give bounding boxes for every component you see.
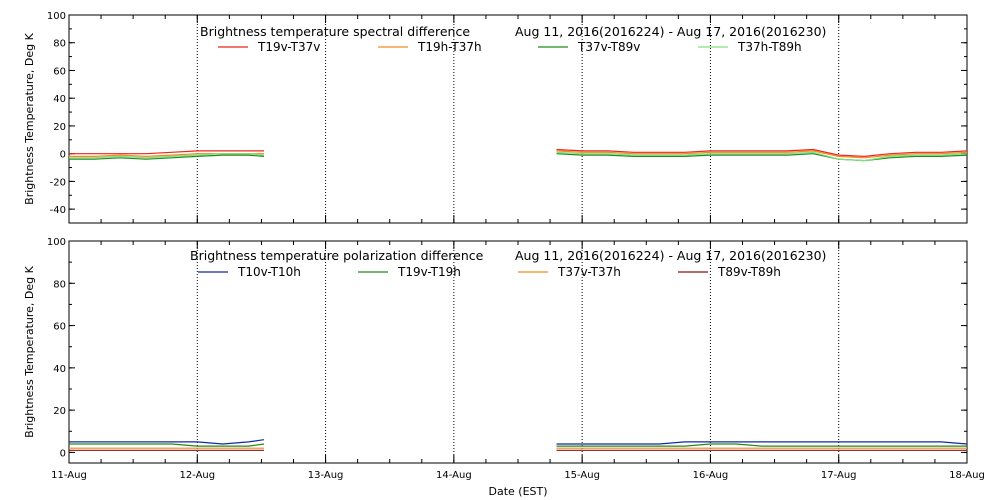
- x-tick-label: 13-Aug: [308, 470, 344, 481]
- y-tick-label: 40: [53, 94, 66, 105]
- y-tick-label: 60: [53, 66, 66, 77]
- x-axis-ticks: 11-Aug 12-Aug 13-Aug 14-Aug 15-Aug 16-Aug 17-A…: [51, 241, 985, 481]
- series-line: [69, 443, 265, 447]
- polarization-difference-panel: 0 20 40 60 80 100 11-Aug 12-Aug 13-Aug 14-Aug 15-…: [23, 237, 985, 498]
- series-line: [556, 153, 968, 162]
- series-line: [556, 441, 968, 445]
- legend-label: T19h-T37h: [417, 40, 482, 54]
- series-group: [69, 148, 968, 162]
- x-tick-label: 18-Aug: [949, 470, 985, 481]
- chart-date-range: Aug 11, 2016(2016224) - Aug 17, 2016(201…: [515, 248, 826, 263]
- x-axis-ticks: [68, 15, 968, 223]
- legend-label: T19v-T19h: [397, 265, 461, 279]
- x-tick-label: 17-Aug: [821, 470, 857, 481]
- x-axis-label: Date (EST): [488, 485, 547, 498]
- y-tick-label: 80: [53, 39, 66, 50]
- y-tick-label: 100: [47, 11, 66, 22]
- y-tick-label: 80: [53, 279, 66, 290]
- series-line: [69, 439, 265, 445]
- chart-title: Brightness temperature polarization diff…: [190, 248, 484, 263]
- series-line: [556, 151, 968, 162]
- legend: T19v-T37v T19h-T37h T37v-T89v T37h-T89h: [218, 40, 802, 54]
- y-tick-label: 20: [53, 406, 66, 417]
- legend-label: T37h-T89h: [737, 40, 802, 54]
- y-tick-label: 20: [53, 122, 66, 133]
- y-tick-label: -20: [50, 177, 66, 188]
- spectral-difference-panel: -40 -20 0 20 40 60 80 100 Brightness temperatur…: [23, 11, 968, 224]
- series-line: [556, 443, 967, 447]
- y-tick-label: 40: [53, 364, 66, 375]
- x-tick-label: 12-Aug: [179, 470, 215, 481]
- plot-frame: [68, 14, 968, 224]
- legend-label: T37v-T37h: [557, 265, 621, 279]
- series-group: [69, 439, 968, 451]
- plot-frame: [68, 240, 968, 464]
- x-tick-label: 16-Aug: [693, 470, 729, 481]
- x-tick-label: 14-Aug: [436, 470, 472, 481]
- y-tick-label: 0: [60, 150, 66, 161]
- y-axis-ticks: 0 20 40 60 80 100: [47, 237, 967, 459]
- y-axis-ticks: -40 -20 0 20 40 60 80 100: [47, 11, 967, 224]
- legend: T10v-T10h T19v-T19h T37v-T37h T89v-T89h: [198, 265, 781, 279]
- y-tick-label: -40: [50, 205, 66, 216]
- y-axis-label: Brightness Temperature, Deg K: [23, 32, 36, 204]
- x-tick-label: 11-Aug: [51, 470, 87, 481]
- series-line: [69, 153, 265, 159]
- y-axis-label: Brightness Temperature, Deg K: [23, 265, 36, 437]
- x-tick-label: 15-Aug: [564, 470, 600, 481]
- vertical-grid: [196, 241, 840, 463]
- series-line: [69, 154, 265, 160]
- y-tick-label: 60: [53, 322, 66, 333]
- series-line: [69, 150, 264, 155]
- legend-label: T89v-T89h: [717, 265, 781, 279]
- legend-label: T19v-T37v: [257, 40, 320, 54]
- series-line: [556, 148, 968, 158]
- y-tick-label: 100: [47, 237, 66, 248]
- legend-label: T10v-T10h: [237, 265, 301, 279]
- chart-date-range: Aug 11, 2016(2016224) - Aug 17, 2016(201…: [515, 24, 826, 39]
- legend-label: T37v-T89v: [577, 40, 640, 54]
- series-line: [556, 150, 968, 159]
- y-tick-label: 0: [60, 448, 66, 459]
- chart-title: Brightness temperature spectral differen…: [200, 24, 470, 39]
